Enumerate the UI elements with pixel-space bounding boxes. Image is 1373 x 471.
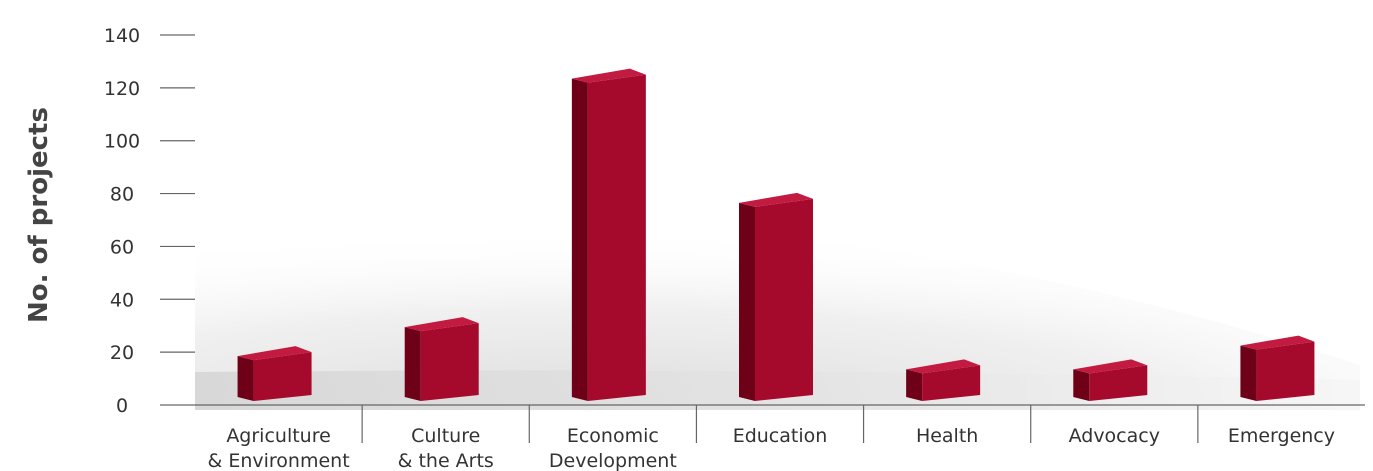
bar-6 — [1073, 359, 1148, 401]
bar-top-face — [571, 68, 646, 83]
bars — [237, 68, 1315, 402]
bar-2 — [404, 317, 479, 401]
y-tick-label: 100 — [104, 131, 140, 153]
bar-side-face — [571, 78, 588, 402]
bar-front-face — [253, 352, 312, 401]
y-axis-title: No. of projects — [24, 107, 54, 323]
bar-side-face — [906, 369, 923, 401]
bar-top-face — [1073, 359, 1148, 374]
y-tick-label: 140 — [104, 25, 140, 47]
bar-top-face — [1240, 335, 1315, 350]
x-category-label-line: Education — [733, 425, 828, 447]
bar-1 — [237, 346, 312, 401]
y-tick-label: 20 — [110, 342, 134, 364]
x-category-label-line: Culture — [411, 425, 480, 447]
bar-front-face — [922, 365, 981, 401]
x-category-label-line: Development — [549, 450, 677, 471]
bar-side-face — [739, 202, 755, 401]
x-category-label-line: Health — [916, 425, 978, 447]
x-category-label-line: Economic — [567, 425, 659, 447]
x-category-label-line: Emergency — [1228, 425, 1335, 447]
bar-front-face — [1089, 365, 1148, 401]
labels: 0 20 40 60 80 100 120 140 No. of projects Agricul… — [24, 25, 1335, 471]
bar-top-face — [906, 359, 981, 374]
x-category-label: Health — [916, 425, 978, 447]
x-category-label: Culture & the Arts — [398, 425, 494, 471]
bar-side-face — [404, 327, 421, 401]
x-category-label-line: Agriculture — [226, 425, 331, 447]
bar-side-face — [237, 356, 254, 401]
bar-top-face — [739, 192, 813, 207]
x-category-label-line: & the Arts — [398, 450, 494, 471]
y-tick-label: 120 — [104, 78, 140, 100]
bar-7 — [1240, 335, 1315, 401]
x-category-label-line: Advocacy — [1069, 425, 1160, 447]
bar-4 — [739, 192, 813, 401]
y-tick-label: 0 — [116, 395, 128, 417]
bar-side-face — [1073, 369, 1090, 401]
y-tick-label: 80 — [110, 184, 134, 206]
bar-3 — [571, 68, 646, 402]
bar-front-face — [587, 74, 646, 402]
axes — [160, 34, 1365, 443]
bar-top-face — [404, 317, 479, 332]
y-tick-label: 60 — [110, 236, 134, 258]
bar-front-face — [420, 323, 479, 401]
x-category-label: Education — [733, 425, 828, 447]
bar-top-face — [237, 346, 312, 361]
x-category-label: Economic Development — [549, 425, 677, 471]
bar-side-face — [1240, 345, 1257, 401]
x-category-label: Agriculture & Environment — [207, 425, 349, 471]
y-tick-label: 40 — [110, 289, 134, 311]
bar-front-face — [755, 198, 813, 401]
x-category-label: Advocacy — [1069, 425, 1160, 447]
bar-front-face — [1256, 341, 1315, 401]
x-category-label: Emergency — [1228, 425, 1335, 447]
x-category-label-line: & Environment — [207, 450, 349, 471]
bar-5 — [906, 359, 981, 401]
